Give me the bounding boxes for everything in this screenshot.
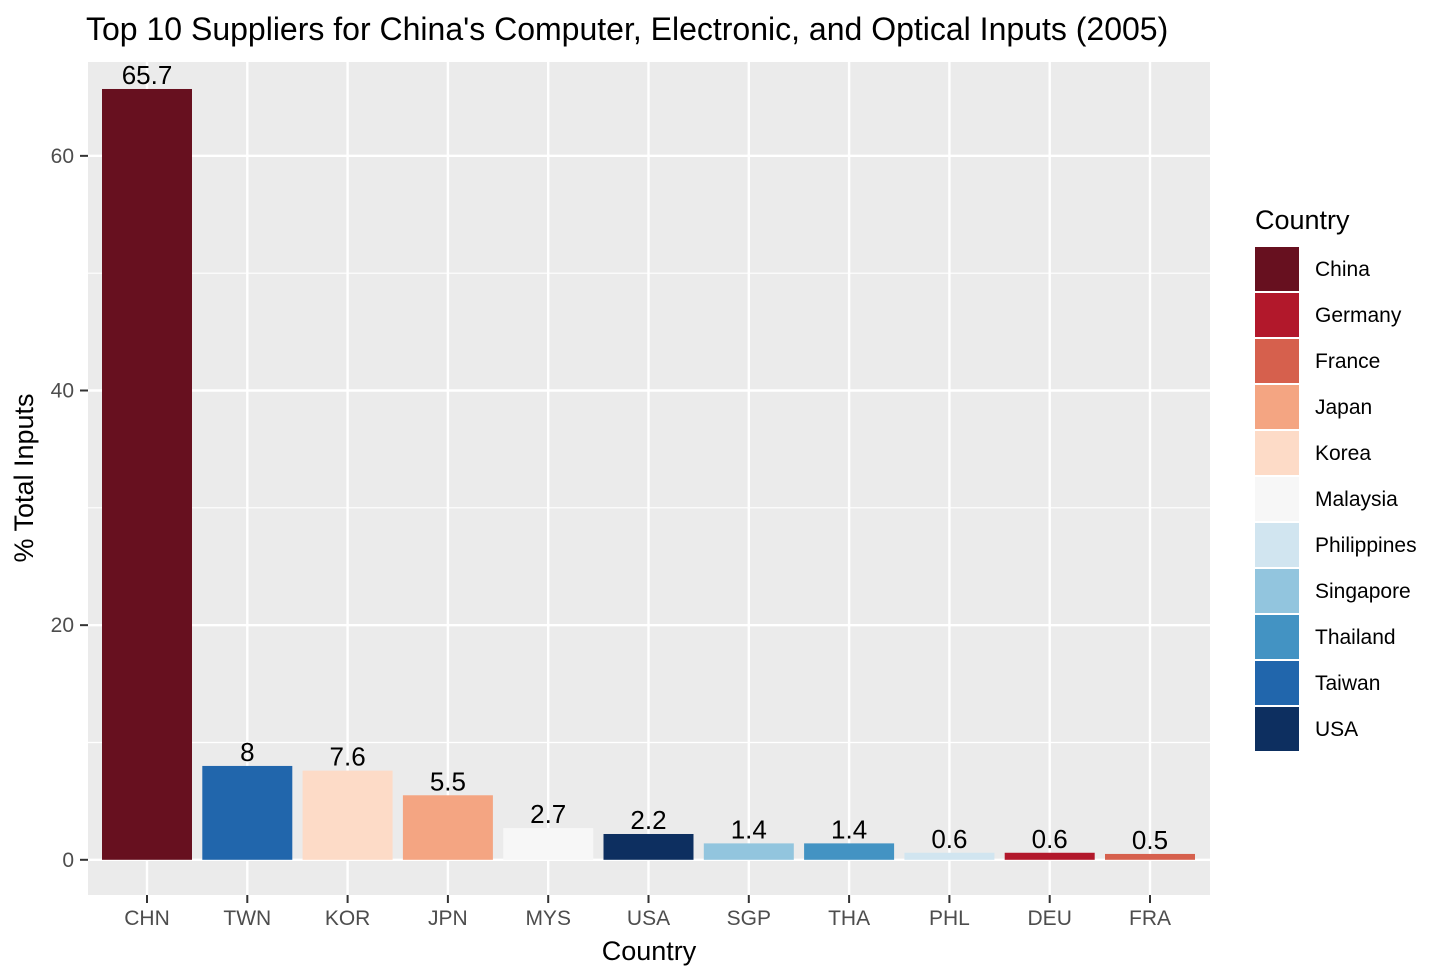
x-tick-label: PHL: [929, 907, 970, 930]
legend-key-thailand: [1255, 615, 1299, 659]
legend: Country China Germany France Japan Korea Mala…: [1255, 205, 1417, 751]
legend-key-malaysia: [1255, 477, 1299, 521]
x-tick-label: THA: [828, 907, 870, 930]
y-axis: 0 20 40 60: [51, 145, 88, 872]
legend-label-singapore: Singapore: [1315, 580, 1411, 603]
legend-key-france: [1255, 339, 1299, 383]
data-label-deu: 0.6: [1032, 824, 1068, 854]
legend-label-korea: Korea: [1315, 442, 1371, 465]
legend-key-japan: [1255, 385, 1299, 429]
bar-fra: [1105, 853, 1195, 860]
legend-label-france: France: [1315, 350, 1380, 373]
bar-jpn: [402, 795, 493, 860]
chart-title: Top 10 Suppliers for China's Computer, E…: [86, 11, 1168, 47]
legend-key-philippines: [1255, 523, 1299, 567]
bar-usa: [603, 833, 694, 860]
x-tick-label: SGP: [727, 907, 771, 930]
data-label-sgp: 1.4: [731, 814, 767, 844]
y-tick-label: 0: [62, 849, 74, 872]
legend-key-singapore: [1255, 569, 1299, 613]
y-axis-title: % Total Inputs: [9, 393, 39, 562]
legend-label-germany: Germany: [1315, 304, 1402, 327]
x-tick-label: DEU: [1028, 907, 1072, 930]
data-label-fra: 0.5: [1132, 825, 1168, 855]
data-label-kor: 7.6: [330, 742, 366, 772]
x-tick-label: FRA: [1129, 907, 1171, 930]
x-tick-label: JPN: [428, 907, 468, 930]
bar-twn: [202, 765, 293, 860]
bars: [102, 88, 1195, 860]
legend-label-thailand: Thailand: [1315, 626, 1396, 649]
legend-key-usa: [1255, 707, 1299, 751]
bar-kor: [302, 770, 393, 860]
bar-tha: [804, 843, 895, 860]
legend-key-taiwan: [1255, 661, 1299, 705]
x-axis: CHN TWN KOR JPN MYS USA SGP THA PHL DEU FRA: [124, 895, 1171, 930]
legend-label-japan: Japan: [1315, 396, 1372, 419]
legend-title: Country: [1255, 205, 1350, 235]
data-label-chn: 65.7: [122, 60, 173, 90]
data-label-usa: 2.2: [630, 805, 666, 835]
legend-label-malaysia: Malaysia: [1315, 488, 1398, 511]
x-axis-title: Country: [602, 936, 697, 966]
x-tick-label: MYS: [525, 907, 571, 930]
legend-key-china: [1255, 247, 1299, 291]
data-label-tha: 1.4: [831, 814, 867, 844]
data-label-mys: 2.7: [530, 799, 566, 829]
data-labels: 65.7 8 7.6 5.5 2.7 2.2 1.4 1.4 0.6 0.6 0.5: [122, 60, 1168, 855]
legend-label-taiwan: Taiwan: [1315, 672, 1380, 695]
legend-label-china: China: [1315, 258, 1370, 281]
legend-key-korea: [1255, 431, 1299, 475]
legend-label-usa: USA: [1315, 718, 1358, 741]
data-label-twn: 8: [240, 737, 254, 767]
x-tick-label: CHN: [124, 907, 170, 930]
y-tick-label: 20: [51, 614, 74, 637]
bar-deu: [1004, 852, 1095, 860]
y-tick-label: 60: [51, 145, 74, 168]
x-tick-label: TWN: [223, 907, 271, 930]
x-tick-label: USA: [627, 907, 670, 930]
legend-key-germany: [1255, 293, 1299, 337]
legend-label-philippines: Philippines: [1315, 534, 1417, 557]
data-label-jpn: 5.5: [430, 766, 466, 796]
bar-sgp: [703, 843, 794, 860]
y-tick-label: 40: [51, 380, 74, 403]
bar-phl: [904, 852, 995, 860]
data-label-phl: 0.6: [931, 824, 967, 854]
bar-mys: [503, 828, 594, 860]
x-tick-label: KOR: [325, 907, 371, 930]
legend-items: China Germany France Japan Korea Malaysia Phil…: [1255, 247, 1417, 751]
bar-chn: [102, 88, 192, 860]
